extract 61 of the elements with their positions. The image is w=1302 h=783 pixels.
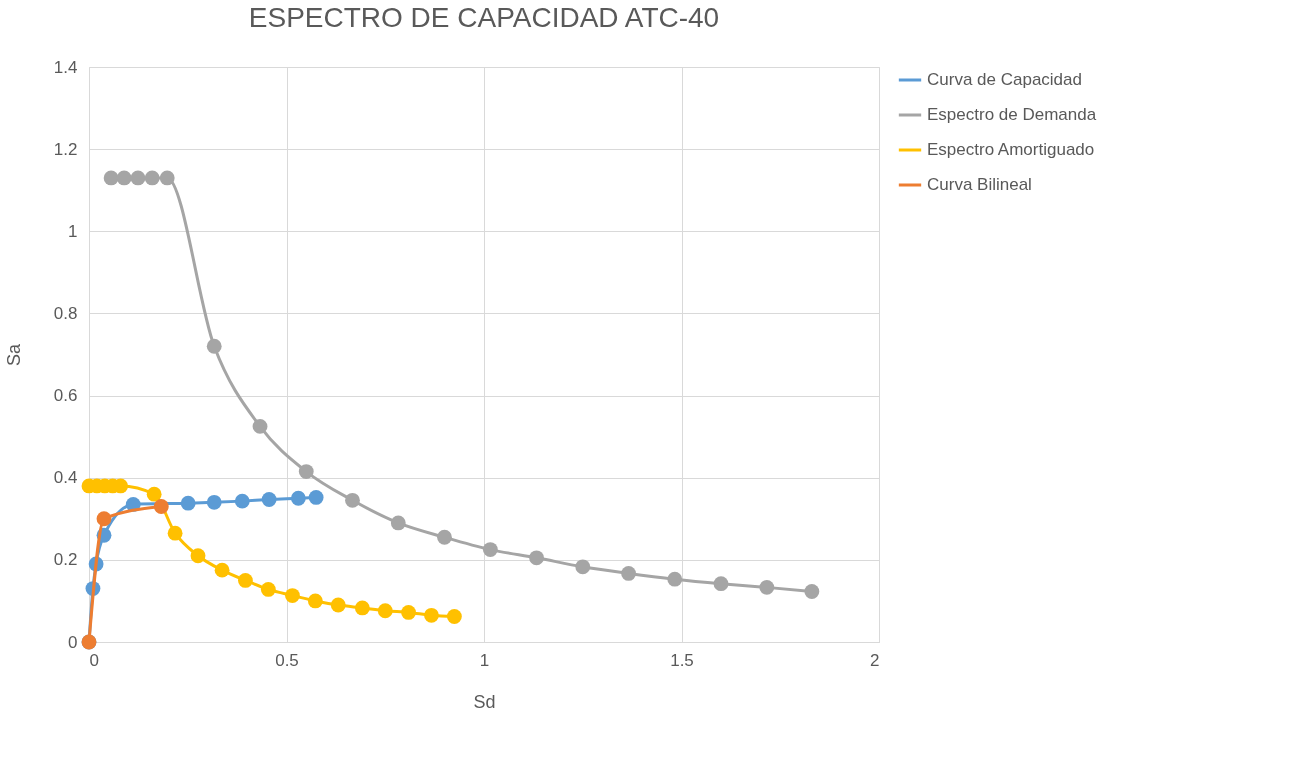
y-tick-label: 1.2 <box>53 139 78 159</box>
point <box>146 486 162 502</box>
point <box>330 597 346 613</box>
point <box>214 562 230 578</box>
point <box>130 170 146 186</box>
point <box>424 607 439 623</box>
point <box>167 525 183 541</box>
point <box>759 579 775 595</box>
legend-label: Espectro de Demanda <box>927 105 1097 124</box>
point <box>260 582 276 597</box>
point <box>804 584 820 599</box>
x-tick-label: 0.5 <box>275 650 299 670</box>
point <box>290 490 306 506</box>
point <box>153 499 169 514</box>
point <box>575 559 591 575</box>
x-tick-label: 2 <box>870 650 880 670</box>
legend-label: Espectro Amortiguado <box>927 140 1095 159</box>
x-tick-label: 1.5 <box>670 650 694 670</box>
chart-title: ESPECTRO DE CAPACIDAD ATC-40 <box>248 2 720 33</box>
point <box>377 603 393 619</box>
point <box>206 494 222 510</box>
point <box>482 542 498 557</box>
point <box>234 493 250 509</box>
point <box>252 418 268 434</box>
point <box>96 511 112 527</box>
legend-label: Curva Bilineal <box>927 175 1032 194</box>
point <box>159 170 175 186</box>
point <box>180 495 196 511</box>
x-axis-title: Sd <box>473 691 496 712</box>
point <box>144 170 160 186</box>
point <box>621 566 636 581</box>
point <box>667 571 683 587</box>
y-tick-label: 1 <box>68 221 78 241</box>
point <box>529 550 544 566</box>
point <box>238 572 253 588</box>
y-tick-label: 0.8 <box>53 303 78 323</box>
x-tick-label: 1 <box>479 650 490 670</box>
point <box>190 548 206 564</box>
y-axis-title: Sa <box>3 343 24 367</box>
point <box>437 529 452 545</box>
point <box>390 515 406 531</box>
y-tick-label: 0.2 <box>53 550 78 570</box>
x-tick-label: 0 <box>89 650 99 670</box>
point <box>354 600 370 616</box>
point <box>446 609 462 624</box>
point <box>261 492 277 507</box>
point <box>345 492 360 508</box>
point <box>307 593 323 609</box>
point <box>116 170 132 186</box>
point <box>308 490 324 505</box>
y-tick-label: 0.4 <box>53 468 78 488</box>
legend-label: Curva de Capacidad <box>927 70 1082 89</box>
y-tick-label: 0 <box>68 632 78 652</box>
y-tick-label: 0.6 <box>53 386 78 406</box>
point <box>713 576 729 592</box>
point <box>298 464 314 479</box>
point <box>401 605 416 620</box>
point <box>206 338 222 354</box>
y-tick-label: 1.4 <box>53 57 78 77</box>
point <box>103 170 119 186</box>
point <box>285 588 300 603</box>
